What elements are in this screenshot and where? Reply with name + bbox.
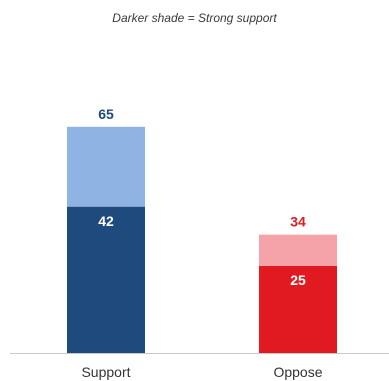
data-label-oppose-total: 34 — [290, 214, 306, 230]
bar-oppose-strong — [259, 266, 337, 353]
data-label-support-total: 65 — [98, 106, 114, 122]
data-label-support-strong: 42 — [98, 213, 114, 229]
chart-note: Darker shade = Strong support — [112, 11, 277, 25]
data-label-oppose-strong: 25 — [290, 272, 306, 288]
category-label-support: Support — [81, 364, 130, 380]
category-label-oppose: Oppose — [273, 364, 322, 380]
bar-support-strong — [67, 206, 145, 353]
